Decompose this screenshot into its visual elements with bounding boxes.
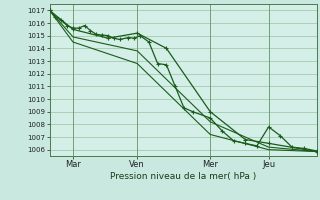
X-axis label: Pression niveau de la mer( hPa ): Pression niveau de la mer( hPa ) [110,172,256,181]
